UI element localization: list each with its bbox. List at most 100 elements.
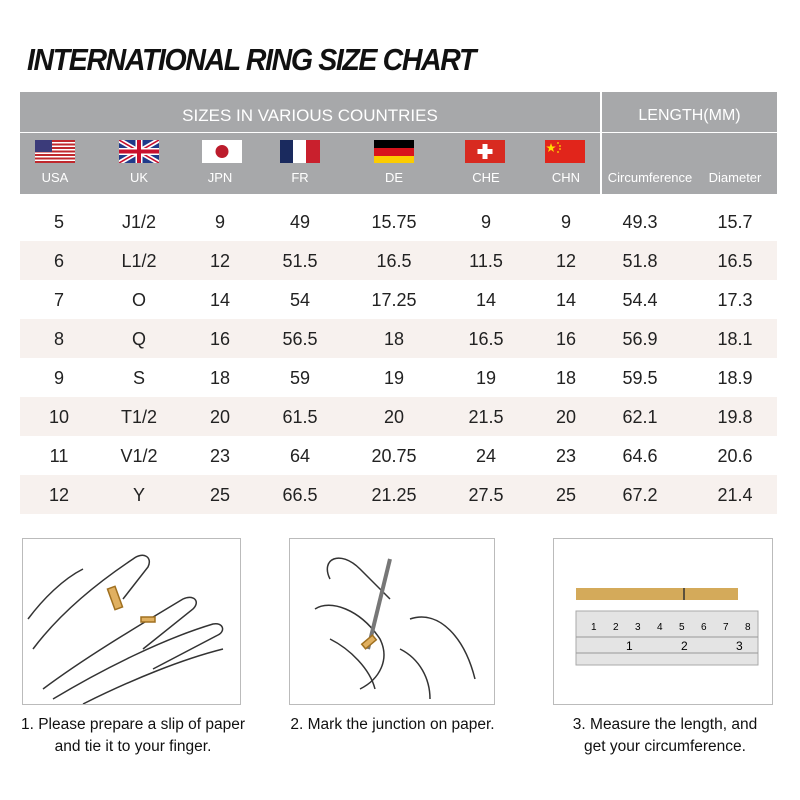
caption-line: get your circumference. bbox=[584, 738, 746, 755]
page-title: INTERNATIONAL RING SIZE CHART bbox=[27, 42, 476, 77]
table-cell: L1/2 bbox=[121, 251, 157, 271]
table-cell: 14 bbox=[209, 290, 231, 310]
table-cell: 23 bbox=[555, 446, 577, 466]
table-cell: 18.1 bbox=[717, 329, 753, 349]
step3-caption: 3. Measure the length, and get your circ… bbox=[545, 714, 785, 758]
table-cell: 54 bbox=[289, 290, 311, 310]
table-row: 8 Q 16 56.5 18 16.5 16 56.9 18.1 bbox=[20, 319, 777, 358]
table-cell: 25 bbox=[209, 485, 231, 505]
ruler-inch-label: 1 bbox=[626, 639, 633, 653]
table-row: 9 S 18 59 19 19 18 59.5 18.9 bbox=[20, 358, 777, 397]
table-cell: 49 bbox=[289, 212, 311, 232]
ruler-cm-label: 4 bbox=[657, 622, 663, 633]
table-cell: 49.3 bbox=[622, 212, 658, 232]
caption-line: 3. Measure the length, and bbox=[572, 716, 758, 733]
table-cell: 19 bbox=[475, 368, 497, 388]
table-cell: 62.1 bbox=[622, 407, 658, 427]
table-cell: 9 bbox=[560, 212, 571, 232]
france-flag-icon bbox=[280, 140, 320, 163]
table-row: 7 O 14 54 17.25 14 14 54.4 17.3 bbox=[20, 280, 777, 319]
ruler-cm-label: 2 bbox=[613, 622, 619, 633]
table-cell: 16 bbox=[555, 329, 577, 349]
ruler-inch-label: 3 bbox=[736, 639, 743, 653]
table-cell: 20.75 bbox=[371, 446, 417, 466]
table-cell: 54.4 bbox=[622, 290, 658, 310]
table-cell: 20 bbox=[555, 407, 577, 427]
table-cell: Y bbox=[132, 485, 145, 505]
table-cell: 12 bbox=[48, 485, 70, 505]
paper-strip bbox=[576, 588, 738, 600]
table-cell: 61.5 bbox=[282, 407, 318, 427]
step2-caption: 2. Mark the junction on paper. bbox=[275, 714, 510, 736]
table-cell: 64 bbox=[289, 446, 311, 466]
table-cell: 24 bbox=[475, 446, 497, 466]
table-cell: 6 bbox=[53, 251, 64, 271]
table-cell: 67.2 bbox=[622, 485, 658, 505]
table-cell: 18 bbox=[209, 368, 231, 388]
table-cell: J1/2 bbox=[121, 212, 157, 232]
germany-flag-icon bbox=[374, 140, 414, 163]
table-cell: 59.5 bbox=[622, 368, 658, 388]
ruler-icon bbox=[575, 610, 759, 666]
table-row: 5 J1/2 9 49 15.75 9 9 49.3 15.7 bbox=[20, 202, 777, 241]
step2-illustration bbox=[289, 538, 495, 705]
country-label: UK bbox=[129, 170, 149, 185]
country-label: DE bbox=[384, 170, 404, 185]
country-label: FR bbox=[291, 170, 309, 185]
table-cell: 16.5 bbox=[468, 329, 504, 349]
table-cell: 56.5 bbox=[282, 329, 318, 349]
length-col-label: Diameter bbox=[708, 170, 762, 185]
table-cell: 23 bbox=[209, 446, 231, 466]
table-cell: 17.3 bbox=[717, 290, 753, 310]
table-cell: 12 bbox=[555, 251, 577, 271]
caption-line: 2. Mark the junction on paper. bbox=[290, 716, 495, 733]
table-cell: 25 bbox=[555, 485, 577, 505]
divider bbox=[20, 132, 777, 133]
table-cell: 16.5 bbox=[376, 251, 412, 271]
country-label: CHN bbox=[551, 170, 581, 185]
table-row: 11 V1/2 23 64 20.75 24 23 64.6 20.6 bbox=[20, 436, 777, 475]
ruler-cm-label: 7 bbox=[723, 622, 729, 633]
table-cell: 20 bbox=[383, 407, 405, 427]
japan-flag-icon bbox=[202, 140, 242, 163]
length-heading: LENGTH(MM) bbox=[638, 107, 741, 124]
country-label: CHE bbox=[472, 170, 500, 185]
table-cell: V1/2 bbox=[120, 446, 158, 466]
step1-illustration bbox=[22, 538, 241, 705]
table-cell: 66.5 bbox=[282, 485, 318, 505]
country-label: USA bbox=[41, 170, 69, 185]
divider bbox=[600, 92, 602, 194]
table-cell: 21.4 bbox=[717, 485, 753, 505]
switzerland-flag-icon bbox=[465, 140, 505, 163]
table-cell: 9 bbox=[214, 212, 225, 232]
table-cell: 21.5 bbox=[468, 407, 504, 427]
table-cell: 9 bbox=[53, 368, 64, 388]
table-cell: 16.5 bbox=[717, 251, 753, 271]
length-col-label: Circumference bbox=[607, 170, 693, 185]
table-cell: Q bbox=[131, 329, 146, 349]
ruler-cm-label: 6 bbox=[701, 622, 707, 633]
table-cell: 21.25 bbox=[371, 485, 417, 505]
table-cell: 15.75 bbox=[371, 212, 417, 232]
step1-caption: 1. Please prepare a slip of paper and ti… bbox=[8, 714, 258, 758]
table-cell: T1/2 bbox=[120, 407, 158, 427]
table-cell: 51.5 bbox=[282, 251, 318, 271]
table-row: 6 L1/2 12 51.5 16.5 11.5 12 51.8 16.5 bbox=[20, 241, 777, 280]
china-flag-icon bbox=[545, 140, 585, 163]
caption-line: 1. Please prepare a slip of paper bbox=[20, 716, 246, 733]
table-cell: 12 bbox=[209, 251, 231, 271]
table-header: SIZES IN VARIOUS COUNTRIES LENGTH(MM) US… bbox=[20, 92, 777, 194]
table-cell: 14 bbox=[555, 290, 577, 310]
ruler-inch-label: 2 bbox=[681, 639, 688, 653]
table-cell: 27.5 bbox=[468, 485, 504, 505]
table-cell: 9 bbox=[480, 212, 491, 232]
table-cell: S bbox=[132, 368, 145, 388]
table-cell: 16 bbox=[209, 329, 231, 349]
table-cell: 51.8 bbox=[622, 251, 658, 271]
table-cell: 19.8 bbox=[717, 407, 753, 427]
table-cell: 59 bbox=[289, 368, 311, 388]
table-cell: 11 bbox=[49, 446, 69, 466]
table-cell: 11.5 bbox=[469, 251, 503, 271]
ruler-cm-label: 5 bbox=[679, 622, 685, 633]
